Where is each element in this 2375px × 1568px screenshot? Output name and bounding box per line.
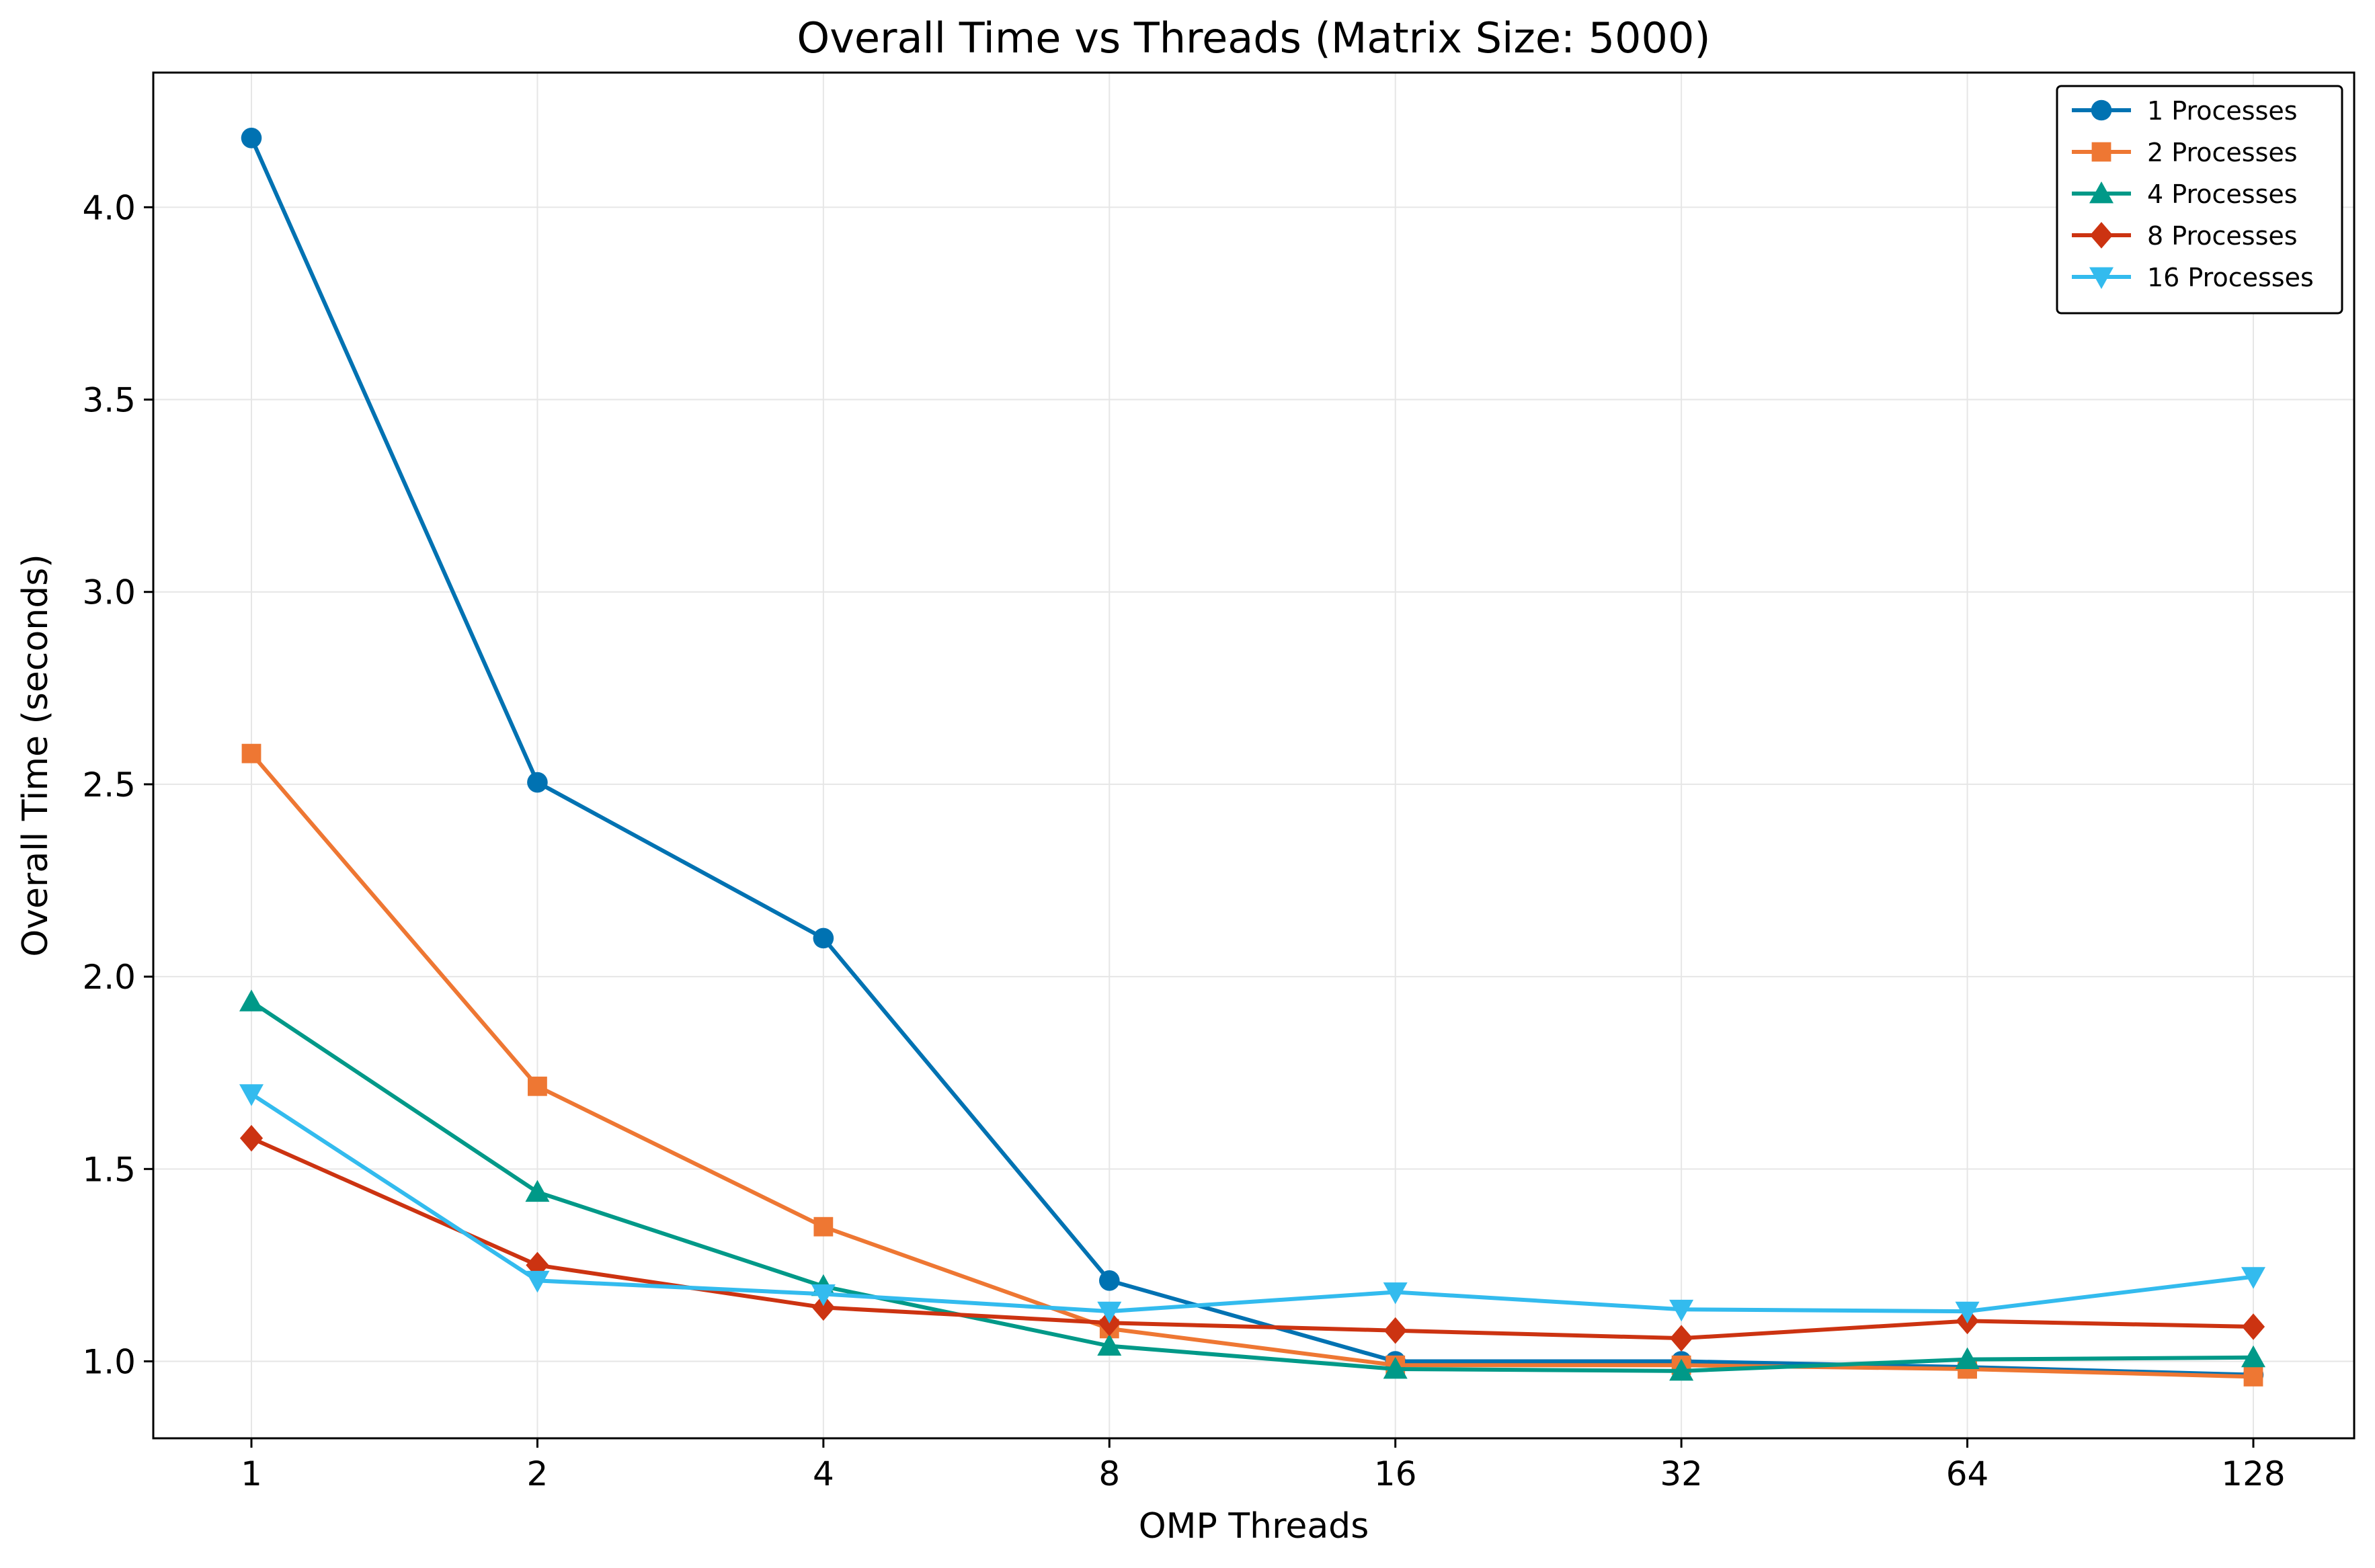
legend-item: 8 Processes [2072, 221, 2298, 251]
y-tick-label: 3.5 [82, 381, 136, 420]
data-point [813, 927, 834, 949]
x-tick-label: 4 [813, 1454, 834, 1493]
legend-item: 2 Processes [2072, 138, 2298, 167]
legend-label: 4 Processes [2147, 179, 2298, 209]
data-point [2241, 1267, 2265, 1289]
y-tick-label: 3.0 [82, 573, 136, 612]
data-point [1097, 1333, 1122, 1356]
x-tick-label: 64 [1946, 1454, 1989, 1493]
y-tick-label: 1.0 [82, 1343, 136, 1382]
data-point [811, 1294, 835, 1321]
x-tick-label: 16 [1374, 1454, 1417, 1493]
legend-frame [2056, 85, 2343, 315]
x-tick-label: 2 [527, 1454, 549, 1493]
x-axis-label: OMP Threads [1139, 1506, 1369, 1546]
y-tick-label: 2.5 [82, 766, 136, 804]
y-tick-label: 1.5 [82, 1150, 136, 1189]
legend-label: 16 Processes [2147, 263, 2314, 292]
legend-label: 8 Processes [2147, 221, 2298, 251]
legend-marker [2091, 142, 2111, 162]
legend-marker [2089, 222, 2114, 249]
data-point [1955, 1347, 1980, 1370]
series-5 [239, 1084, 2265, 1324]
data-point [239, 1084, 264, 1106]
series-line [250, 1136, 2254, 1341]
legend-item: 4 Processes [2072, 179, 2298, 209]
y-tick-label: 4.0 [82, 188, 136, 227]
series-line [249, 137, 2254, 1377]
x-tick-label: 128 [2221, 1454, 2285, 1493]
x-tick-label: 8 [1098, 1454, 1120, 1493]
data-point [1669, 1358, 1694, 1381]
data-point [1097, 1301, 1122, 1324]
legend-label: 1 Processes [2147, 96, 2298, 126]
series-line [250, 1092, 2254, 1314]
data-point [1383, 1317, 1407, 1344]
data-point [239, 989, 264, 1012]
series-line [250, 999, 2254, 1373]
legend: 1 Processes 2 Processes 4 Processes 8 Proce… [2056, 85, 2343, 315]
x-tick-label: 1 [241, 1454, 262, 1493]
data-point [1670, 1325, 1693, 1352]
data-point [2241, 1345, 2265, 1368]
legend-label: 2 Processes [2147, 138, 2298, 167]
data-point [525, 1180, 550, 1202]
data-point [2243, 1367, 2263, 1387]
legend-item: 16 Processes [2072, 263, 2314, 292]
plot-area-frame [152, 71, 2356, 1440]
series-line [249, 752, 2254, 1379]
chart-title: Overall Time vs Threads (Matrix Size: 50… [797, 13, 1710, 63]
data-point [1383, 1356, 1408, 1379]
data-point [1669, 1299, 1694, 1322]
data-point [525, 1270, 550, 1293]
x-tick-label: 32 [1660, 1454, 1703, 1493]
data-point [241, 128, 262, 149]
y-tick-label: 2.0 [82, 958, 136, 997]
data-point [2241, 1313, 2265, 1340]
data-point [241, 743, 261, 764]
data-point [1098, 1270, 1120, 1291]
data-point [1383, 1282, 1408, 1305]
axis-ticks: 1 2 4 8 16 32 64 128 1.0 1.5 2.0 2.5 3.0 3.5 4.0 [82, 188, 2285, 1493]
legend-item: 1 Processes [2072, 96, 2298, 126]
series-layer [239, 128, 2265, 1387]
legend-marker [2091, 99, 2112, 121]
legend-marker [2089, 181, 2114, 204]
data-point [813, 1216, 834, 1237]
y-axis-label: Overall Time (seconds) [15, 554, 56, 956]
data-point [811, 1284, 836, 1307]
legend-marker [2089, 267, 2114, 289]
data-point [1955, 1301, 1980, 1324]
data-point [239, 1124, 264, 1152]
data-point [528, 1076, 547, 1096]
data-point [527, 772, 548, 793]
